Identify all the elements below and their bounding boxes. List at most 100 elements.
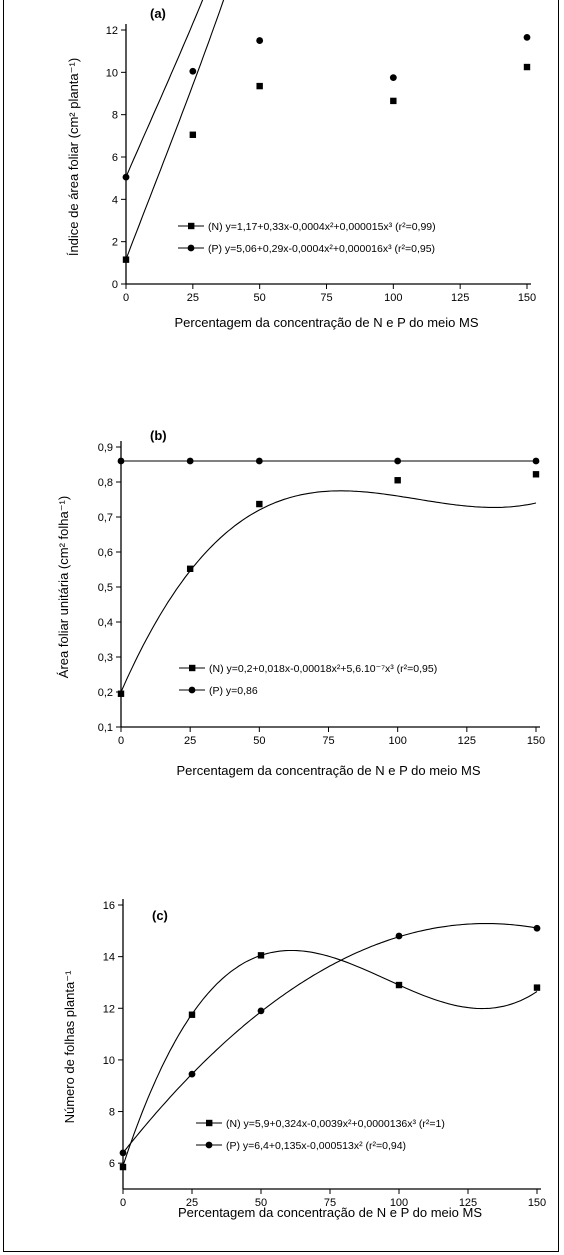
x-tick-label: 125 (459, 1197, 477, 1209)
x-tick-label: 100 (388, 735, 406, 747)
legend-marker-square (188, 222, 195, 230)
x-tick-label: 50 (255, 1197, 267, 1209)
series-line-0 (125, 0, 225, 260)
x-tick-label: 125 (451, 292, 469, 304)
x-tick-label: 150 (528, 1197, 546, 1209)
data-point-circle (119, 1149, 127, 1157)
legend-marker-circle (205, 1141, 213, 1149)
y-tick-label: 16 (103, 900, 115, 912)
x-axis-label: Percentagem da concentração de N e P do … (178, 1205, 482, 1220)
data-point-square (257, 952, 265, 959)
data-point-circle (389, 74, 397, 82)
legend-label: (P) y=6,4+0,135x-0,000513x² (r²=0,94) (226, 1140, 406, 1152)
panel-label: (c) (152, 908, 168, 923)
y-tick-label: 0,9 (98, 442, 113, 454)
figure-frame (3, 0, 559, 1252)
data-point-square (188, 1011, 196, 1018)
data-point-square (256, 500, 263, 508)
y-tick-label: 0 (112, 279, 118, 291)
series-line-0 (122, 949, 538, 1166)
y-axis-label: Área foliar unitária (cm² folha⁻¹) (56, 496, 71, 678)
y-tick-label: 4 (112, 194, 118, 206)
data-point-circle (117, 457, 125, 465)
legend-label: (N) y=0,2+0,018x-0,00018x²+5,6.10⁻⁷x³ (r… (209, 663, 437, 675)
data-point-circle (255, 457, 263, 465)
data-point-circle (256, 37, 264, 44)
y-axis-label: Número de folhas planta⁻¹ (62, 970, 77, 1124)
data-point-circle (122, 173, 130, 181)
data-point-square (189, 131, 197, 138)
data-point-circle (394, 457, 402, 465)
y-tick-label: 6 (109, 1158, 115, 1170)
data-point-circle (395, 932, 403, 940)
data-point-circle (188, 1070, 196, 1078)
panel-label: (b) (150, 428, 167, 443)
x-axis-label: Percentagem da concentração de N e P do … (177, 763, 481, 778)
data-point-circle (532, 457, 540, 465)
data-point-square (186, 565, 194, 572)
x-tick-label: 25 (186, 1197, 198, 1209)
series-line-1 (125, 0, 204, 178)
x-tick-label: 0 (118, 735, 124, 747)
legend-marker-square (206, 1119, 213, 1127)
y-tick-label: 0,7 (98, 512, 113, 524)
x-tick-label: 50 (253, 735, 265, 747)
y-tick-label: 12 (106, 25, 118, 37)
data-point-square (119, 1163, 127, 1171)
y-tick-label: 0,6 (98, 547, 113, 559)
data-point-square (394, 477, 401, 484)
y-tick-label: 6 (112, 152, 118, 164)
data-point-circle (257, 1007, 265, 1015)
y-tick-label: 0,5 (98, 582, 113, 594)
x-tick-label: 75 (322, 735, 334, 747)
x-axis-label: Percentagem da concentração de N e P do … (175, 315, 479, 330)
legend-marker-square (189, 664, 196, 672)
x-tick-label: 100 (390, 1197, 408, 1209)
x-tick-label: 75 (324, 1197, 336, 1209)
x-tick-label: 0 (120, 1197, 126, 1209)
data-point-square (256, 82, 263, 90)
legend-label: (P) y=5,06+0,29x-0,0004x²+0,000016x³ (r²… (208, 243, 435, 255)
panel-label: (a) (150, 6, 166, 21)
legend-label: (N) y=5,9+0,324x-0,0039x²+0,0000136x³ (r… (226, 1118, 445, 1130)
chart-panel-0: 0 25 50 75 100 125 150 0 2 4 6 8 10 12 (a) Percentagem … (66, 0, 536, 330)
x-tick-label: 25 (184, 735, 196, 747)
data-point-square (117, 690, 125, 697)
chart-panel-2: 0 25 50 75 100 125 150 6 8 10 12 14 16 (c) Percentagem… (62, 899, 546, 1220)
x-tick-label: 150 (527, 735, 545, 747)
data-point-circle (189, 67, 197, 75)
y-tick-label: 0,3 (98, 652, 113, 664)
y-tick-label: 12 (103, 1003, 115, 1015)
legend-marker-circle (188, 686, 196, 694)
y-axis-label: Índice de área foliar (cm² planta⁻¹) (66, 58, 81, 256)
y-tick-label: 0,4 (98, 617, 113, 629)
data-point-square (395, 981, 403, 989)
legend-marker-circle (187, 244, 195, 252)
x-tick-label: 25 (187, 292, 199, 304)
data-point-circle (523, 34, 531, 41)
x-tick-label: 125 (458, 735, 476, 747)
y-tick-label: 8 (109, 1107, 115, 1119)
data-point-square (533, 984, 541, 991)
y-tick-label: 0,1 (98, 722, 113, 734)
data-point-circle (186, 457, 194, 465)
x-tick-label: 150 (518, 292, 536, 304)
y-tick-label: 0,2 (98, 687, 113, 699)
x-tick-label: 75 (320, 292, 332, 304)
legend-label: (P) y=0,86 (209, 685, 258, 697)
y-tick-label: 14 (103, 952, 115, 964)
y-tick-label: 0,8 (98, 477, 113, 489)
x-tick-label: 100 (384, 292, 402, 304)
chart-panel-1: 0 25 50 75 100 125 150 0,1 0,2 0,3 0,4 0,5 0,6 0,7 0,8… (56, 428, 545, 778)
y-tick-label: 2 (112, 237, 118, 249)
legend-label: (N) y=1,17+0,33x-0,0004x²+0,000015x³ (r²… (208, 221, 436, 233)
y-tick-label: 10 (106, 67, 118, 79)
y-tick-label: 8 (112, 110, 118, 122)
data-point-square (523, 63, 531, 71)
x-tick-label: 0 (123, 292, 129, 304)
y-tick-label: 10 (103, 1055, 115, 1067)
data-point-square (532, 471, 540, 478)
data-point-circle (533, 924, 541, 932)
x-tick-label: 50 (254, 292, 266, 304)
